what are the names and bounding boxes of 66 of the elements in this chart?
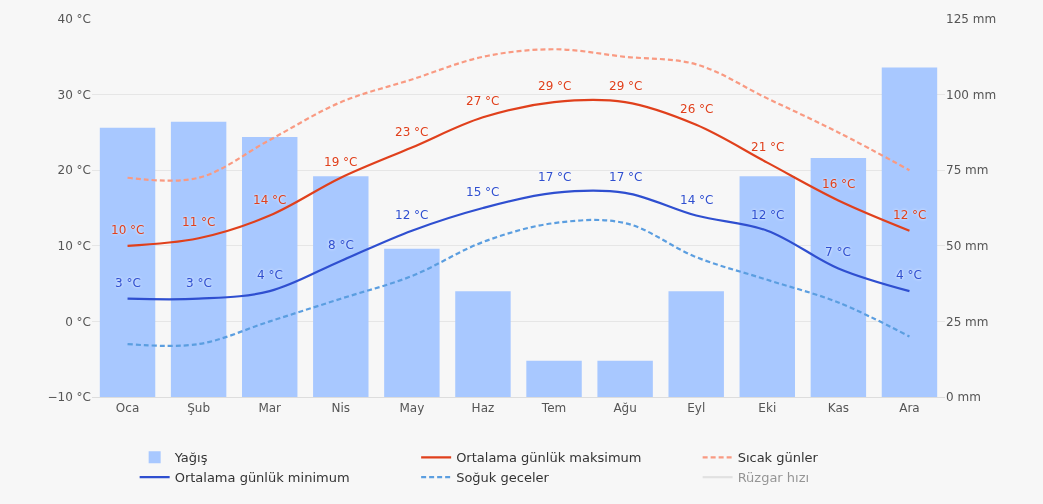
x-tick-label: Ara — [899, 401, 920, 416]
x-tick-label: Ağu — [613, 401, 637, 416]
bar — [881, 67, 938, 397]
x-tick-label: Haz — [471, 401, 495, 416]
data-label: 11 °C — [182, 215, 216, 229]
data-label: 16 °C — [822, 177, 856, 191]
x-tick-label: Eyl — [687, 401, 706, 416]
bar — [99, 127, 156, 397]
data-label: 26 °C — [680, 102, 714, 116]
y-tick-label: 20 °C — [57, 163, 91, 178]
data-label: 14 °C — [680, 193, 714, 207]
data-label: 29 °C — [538, 79, 572, 93]
x-tick-label: Mar — [258, 401, 282, 416]
data-label: 7 °C — [825, 245, 851, 259]
x-tick-label: May — [399, 401, 425, 416]
y-tick-label: 30 °C — [57, 87, 91, 102]
legend-label: Ortalama günlük minimum — [174, 470, 350, 486]
data-label: 3 °C — [186, 276, 212, 290]
data-label: 15 °C — [466, 185, 500, 199]
y-tick-label: 40 °C — [57, 12, 91, 27]
x-tick-label: Şub — [187, 401, 211, 416]
data-label: 12 °C — [395, 208, 429, 222]
bar — [455, 291, 511, 397]
data-label: 17 °C — [538, 170, 572, 184]
data-label: 19 °C — [324, 155, 358, 169]
y2-tick-label: 75 mm — [946, 163, 989, 178]
bar — [668, 291, 724, 397]
legend-label: Soğuk geceler — [456, 470, 550, 486]
bar — [384, 248, 440, 397]
x-tick-label: Oca — [115, 401, 140, 416]
y2-tick-label: 25 mm — [946, 314, 989, 329]
bar — [241, 136, 298, 397]
y2-tick-label: 100 mm — [946, 87, 997, 102]
data-label: 8 °C — [328, 238, 354, 252]
data-label: 4 °C — [257, 268, 283, 282]
data-label: 17 °C — [609, 170, 643, 184]
data-label: 29 °C — [609, 79, 643, 93]
data-label: 12 °C — [751, 208, 785, 222]
data-label: 23 °C — [395, 125, 429, 139]
data-label: 3 °C — [115, 276, 141, 290]
y2-tick-label: 125 mm — [946, 12, 997, 27]
data-label: 4 °C — [896, 268, 922, 282]
legend-label: Ortalama günlük maksimum — [456, 450, 642, 466]
data-label: 10 °C — [111, 223, 145, 237]
x-tick-label: Kas — [827, 401, 849, 416]
y-tick-label: −10 °C — [47, 390, 91, 405]
x-tick-label: Nis — [331, 401, 351, 416]
bar — [739, 176, 796, 397]
data-label: 21 °C — [751, 140, 785, 154]
legend-label: Yağış — [173, 450, 208, 466]
bar — [526, 360, 582, 397]
legend-label: Rüzgar hızı — [737, 470, 810, 486]
bar — [810, 158, 867, 397]
x-tick-label: Eki — [758, 401, 777, 416]
bar — [313, 176, 369, 397]
data-label: 14 °C — [253, 193, 287, 207]
y2-tick-label: 0 mm — [946, 390, 981, 405]
bar — [597, 360, 653, 397]
data-label: 12 °C — [893, 208, 927, 222]
legend-label: Sıcak günler — [737, 450, 819, 466]
y2-tick-label: 50 mm — [946, 239, 989, 253]
x-tick-label: Tem — [540, 401, 567, 416]
y-tick-label: 10 °C — [57, 239, 91, 253]
data-label: 27 °C — [466, 94, 500, 108]
bar — [170, 121, 227, 397]
y-tick-label: 0 °C — [65, 314, 91, 329]
